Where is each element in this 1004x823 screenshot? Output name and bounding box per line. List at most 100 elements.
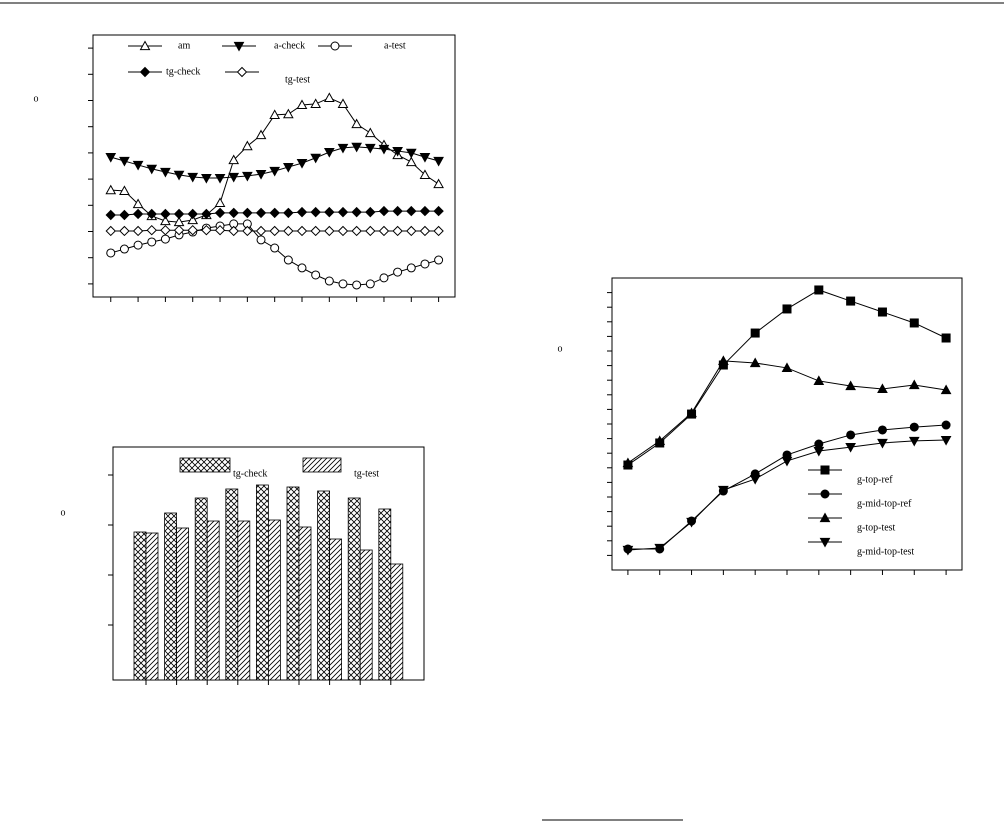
marker [242,225,253,237]
marker [187,172,199,183]
marker [337,225,349,237]
marker [283,225,294,237]
marker [814,285,824,295]
marker [139,66,151,78]
marker [940,435,952,446]
marker [781,362,793,373]
marker [105,152,117,163]
marker [228,172,240,183]
marker [393,267,403,277]
marker [686,517,697,528]
marker [846,296,856,306]
marker [365,206,376,218]
marker [405,148,417,159]
marker [749,357,761,368]
marker [406,205,417,217]
marker [323,148,335,158]
legend-label: g-top-ref [857,474,893,485]
marker [187,224,198,236]
marker [378,205,390,217]
marker [820,489,830,499]
marker [119,209,130,221]
marker [187,214,199,225]
marker [242,171,253,182]
legend-label: tg-test [285,74,310,85]
marker [242,207,253,219]
marker [365,279,375,289]
marker [813,375,825,386]
marker [146,208,157,220]
marker [160,208,171,220]
marker [908,436,920,447]
marker [654,435,666,446]
marker [106,248,116,258]
marker [406,225,417,237]
marker [132,160,144,171]
legend-label: am [178,40,190,51]
legend-label: g-top-test [857,522,896,533]
bar [267,519,281,681]
marker [201,208,212,220]
marker [214,224,226,236]
bar [317,490,331,681]
bar [133,531,147,681]
bar [145,532,159,681]
marker [146,164,158,175]
marker [718,485,729,496]
marker [228,154,240,165]
marker [330,41,340,51]
marker [364,143,376,154]
marker [392,225,403,237]
marker [419,169,431,180]
marker [324,206,335,218]
marker [119,156,130,167]
marker [310,206,321,218]
bar [359,549,373,681]
marker [283,255,293,265]
marker [337,143,349,154]
marker [420,259,430,269]
marker [846,430,856,440]
marker [406,263,416,273]
marker [269,207,280,219]
marker [173,170,185,181]
marker [201,173,212,184]
marker [160,234,170,244]
marker [782,304,792,314]
marker [338,279,348,289]
marker [622,457,634,468]
bar [206,520,220,681]
bar [298,526,312,681]
marker [296,206,308,218]
marker [323,92,335,102]
marker [119,225,130,237]
legend-label: tg-test [354,468,379,479]
legend-label: g-mid-top-test [857,546,914,557]
marker [228,207,239,219]
marker [337,98,349,109]
marker [877,383,888,394]
bar [378,508,392,681]
marker [378,144,390,155]
marker [419,225,431,237]
marker [877,438,888,449]
marker [269,109,281,120]
bar [237,520,251,681]
bar [329,538,343,681]
marker [909,422,919,432]
marker [433,205,444,217]
marker [718,355,729,366]
marker [351,118,362,129]
legend-label: tg-check [233,468,267,479]
legend-label: tg-check [166,66,200,77]
marker [877,307,887,317]
marker [813,446,825,457]
marker [351,206,362,218]
marker [845,442,856,453]
marker [173,224,185,236]
bar [225,488,239,681]
marker [269,166,281,177]
marker [105,184,117,195]
marker [311,270,321,280]
